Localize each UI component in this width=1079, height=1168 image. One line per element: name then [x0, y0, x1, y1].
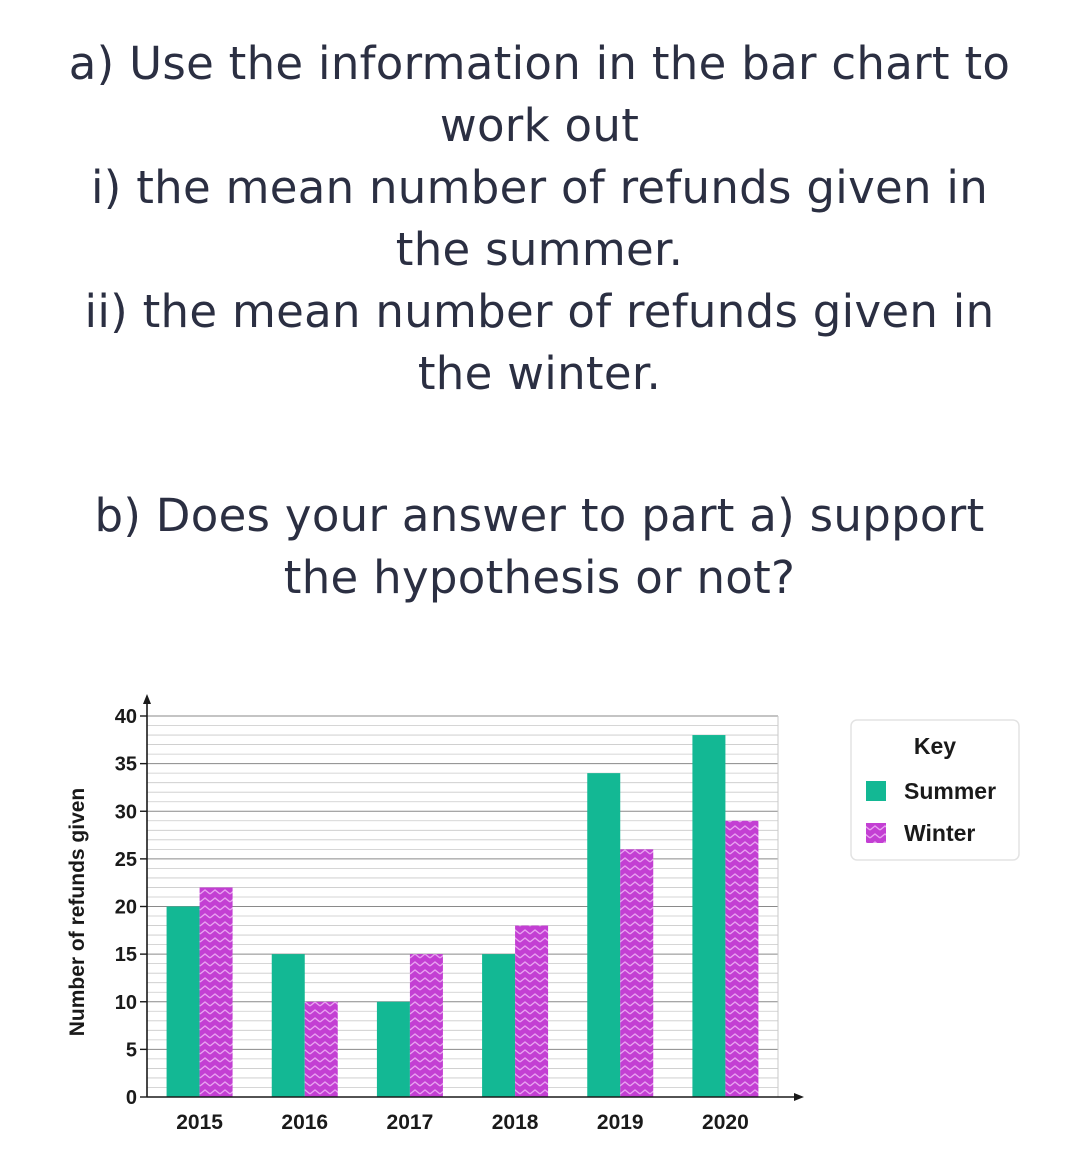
bar-chart: 2015 2016 2017 2018 2019 2020 0 5 10 15 20 25 30 35 40… — [66, 694, 1020, 1134]
question-line: the summer. — [395, 223, 684, 276]
bar-winter-2020 — [725, 820, 759, 1097]
x-axis-arrow — [794, 1093, 804, 1101]
grid — [147, 715, 779, 1097]
bar-summer-2019 — [587, 773, 621, 1097]
legend-label-summer: Summer — [904, 778, 996, 804]
y-tick-label: 0 — [126, 1087, 137, 1109]
bar-winter-2019 — [620, 849, 654, 1097]
question-part-b: b) Does your answer to part a) support t… — [0, 485, 1079, 609]
x-tick-label: 2020 — [702, 1111, 749, 1134]
y-tick-label: 5 — [126, 1039, 137, 1061]
x-tick-label: 2015 — [176, 1111, 223, 1134]
question-line: a) Use the information in the bar chart … — [68, 37, 1011, 90]
legend-label-winter: Winter — [904, 820, 975, 846]
bar-winter-2016 — [304, 1001, 338, 1097]
bar-winter-2015 — [199, 887, 233, 1097]
legend-swatch-summer — [866, 781, 886, 801]
y-tick-label: 10 — [115, 992, 137, 1014]
x-tick-label: 2018 — [492, 1111, 539, 1134]
bar-summer-2016 — [271, 954, 305, 1097]
bar-summer-2018 — [482, 954, 516, 1097]
x-tick-label: 2016 — [281, 1111, 328, 1134]
question-line: b) Does your answer to part a) support — [94, 489, 985, 542]
y-tick-label: 20 — [115, 897, 137, 919]
y-tick-label: 30 — [115, 801, 137, 823]
bar-summer-2020 — [692, 735, 726, 1097]
bar-winter-2018 — [515, 925, 549, 1097]
y-tick-label: 15 — [115, 944, 137, 966]
legend-title: Key — [914, 733, 956, 759]
question-line: work out — [439, 99, 640, 152]
bar-summer-2017 — [376, 1001, 410, 1097]
bars — [166, 735, 759, 1097]
y-axis-title: Number of refunds given — [66, 788, 89, 1037]
legend-swatch-winter — [866, 823, 886, 843]
axes: 2015 2016 2017 2018 2019 2020 0 5 10 15 20 25 30 35 40 — [115, 694, 804, 1134]
question-line: i) the mean number of refunds given in — [90, 161, 989, 214]
question-line: ii) the mean number of refunds given in — [84, 285, 995, 338]
question-line: the hypothesis or not? — [283, 551, 796, 604]
x-tick-label: 2017 — [387, 1111, 434, 1134]
y-tick-label: 40 — [115, 706, 137, 728]
y-tick-label: 25 — [115, 849, 137, 871]
legend: Key Summer Winter — [850, 719, 1020, 861]
y-tick-label: 35 — [115, 754, 137, 776]
bar-winter-2017 — [409, 954, 443, 1097]
question-part-a: a) Use the information in the bar chart … — [0, 33, 1079, 405]
legend-box — [850, 719, 1020, 861]
bar-summer-2015 — [166, 906, 200, 1097]
y-axis-arrow — [143, 694, 151, 704]
question-line: the winter. — [417, 347, 662, 400]
x-tick-label: 2019 — [597, 1111, 644, 1134]
